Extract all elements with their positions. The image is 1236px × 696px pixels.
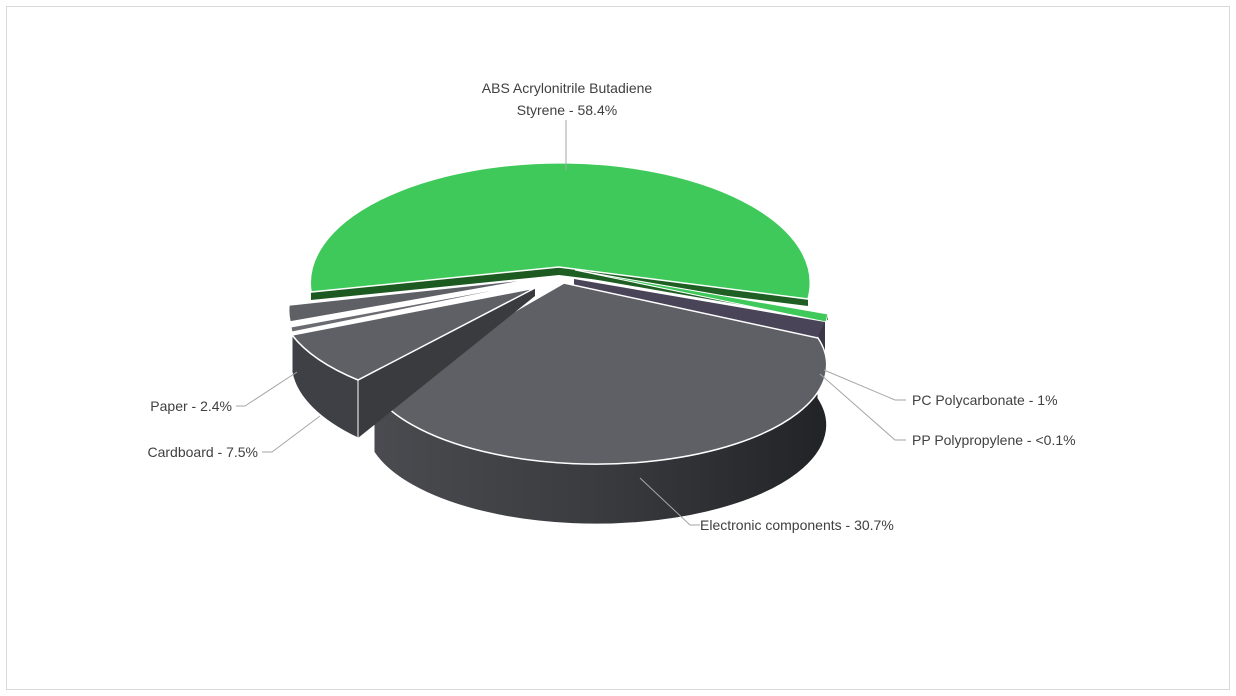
pie-slice-cardboard bbox=[290, 287, 536, 439]
pie-slice-pc bbox=[574, 269, 829, 323]
leader-cardboard bbox=[262, 415, 321, 453]
leader-pp bbox=[819, 373, 906, 441]
label-pp: PP Polypropylene - <0.1% bbox=[912, 432, 1076, 448]
pie-slice-paper bbox=[287, 277, 541, 333]
label-paper: Paper - 2.4% bbox=[150, 398, 232, 414]
leader-paper bbox=[236, 371, 298, 407]
leader-pc bbox=[823, 369, 906, 401]
label-cardboard: Cardboard - 7.5% bbox=[147, 444, 258, 460]
pie-slice-abs bbox=[309, 162, 811, 306]
label-abs-line1: ABS Acrylonitrile Butadiene bbox=[482, 80, 653, 96]
label-pc: PC Polycarbonate - 1% bbox=[912, 392, 1058, 408]
label-electronic: Electronic components - 30.7% bbox=[700, 517, 894, 533]
leader-electronic bbox=[639, 477, 700, 526]
label-abs-line2: Styrene - 58.4% bbox=[517, 102, 617, 118]
